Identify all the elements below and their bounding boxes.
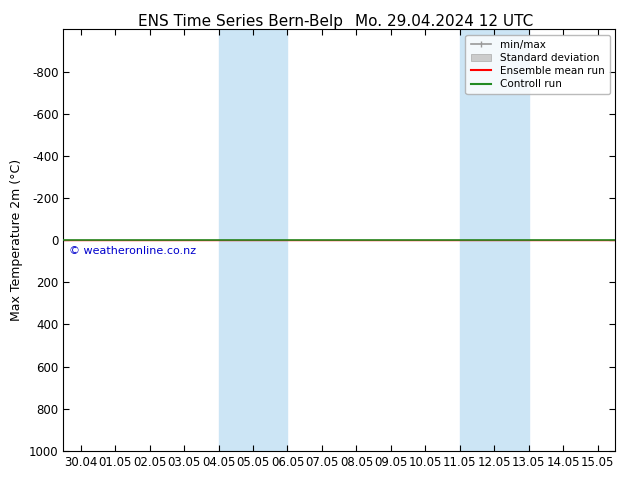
Text: © weatheronline.co.nz: © weatheronline.co.nz <box>69 246 196 256</box>
Bar <box>460 29 529 451</box>
Legend: min/max, Standard deviation, Ensemble mean run, Controll run: min/max, Standard deviation, Ensemble me… <box>465 35 610 95</box>
Y-axis label: Max Temperature 2m (°C): Max Temperature 2m (°C) <box>10 159 23 321</box>
Text: ENS Time Series Bern-Belp: ENS Time Series Bern-Belp <box>138 14 344 29</box>
Bar <box>219 29 287 451</box>
Text: Mo. 29.04.2024 12 UTC: Mo. 29.04.2024 12 UTC <box>354 14 533 29</box>
